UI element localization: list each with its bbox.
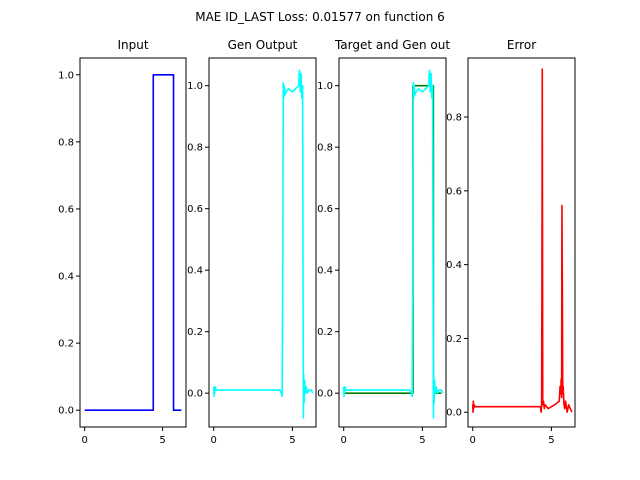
y-tick-label: 0.6 (317, 204, 333, 215)
axes-frame (208, 57, 317, 428)
x-tick-label: 5 (419, 435, 425, 446)
y-tick-label: 0.8 (446, 113, 462, 124)
subplot-3: Target and Gen out 0 5 0.0 0.2 0.4 0.6 0.8 1.0 (317, 38, 450, 446)
series-line-1 (212, 69, 314, 419)
subplot-2: Gen Output 0 5 0.0 0.2 0.4 0.6 0.8 1.0 (187, 38, 317, 446)
y-tick-label: 0.8 (58, 137, 74, 148)
x-tick-label: 0 (81, 435, 87, 446)
subplot-1: Input 0 5 0.0 0.2 0.4 0.6 0.8 1.0 (58, 38, 187, 446)
y-tick-label: 0.8 (317, 143, 333, 154)
axes-frame (79, 57, 187, 428)
subplot-title: Error (507, 38, 536, 52)
subplot-grid: Input 0 5 0.0 0.2 0.4 0.6 0.8 1.0 Gen Output 0 5 0.0… (58, 38, 576, 446)
y-tick-label: 0.4 (317, 266, 333, 277)
y-tick-label: 0.2 (58, 339, 74, 350)
y-tick-label: 0.6 (58, 204, 74, 215)
y-tick-label: 0.4 (446, 260, 462, 271)
y-tick-label: 0.2 (187, 327, 203, 338)
y-tick-label: 0.4 (58, 272, 74, 283)
y-tick-label: 1.0 (187, 81, 203, 92)
subplot-title: Gen Output (228, 38, 298, 52)
x-tick-label: 0 (211, 435, 217, 446)
x-tick-label: 5 (548, 435, 554, 446)
x-tick-label: 0 (470, 435, 476, 446)
y-tick-label: 0.0 (58, 406, 74, 417)
y-tick-label: 0.4 (187, 266, 203, 277)
y-tick-label: 0.2 (446, 334, 462, 345)
y-tick-label: 0.2 (317, 327, 333, 338)
y-tick-label: 0.0 (317, 389, 333, 400)
y-tick-label: 0.0 (446, 408, 462, 419)
series-line-1 (471, 68, 573, 414)
y-tick-label: 0.6 (446, 186, 462, 197)
axes-frame (467, 57, 576, 428)
series-line-2 (342, 69, 444, 419)
y-tick-label: 1.0 (58, 70, 74, 81)
figure-suptitle: MAE ID_LAST Loss: 0.01577 on function 6 (195, 10, 445, 24)
y-tick-label: 0.6 (187, 204, 203, 215)
subplot-title: Target and Gen out (334, 38, 450, 52)
x-tick-label: 5 (159, 435, 165, 446)
axes-frame (338, 57, 447, 428)
x-tick-label: 0 (341, 435, 347, 446)
y-tick-label: 0.0 (187, 389, 203, 400)
subplot-title: Input (117, 38, 148, 52)
series-line-1 (84, 73, 182, 412)
y-tick-label: 1.0 (317, 81, 333, 92)
subplot-4: Error 0 5 0.0 0.2 0.4 0.6 0.8 (446, 38, 576, 446)
x-tick-label: 5 (289, 435, 295, 446)
y-tick-label: 0.8 (187, 143, 203, 154)
